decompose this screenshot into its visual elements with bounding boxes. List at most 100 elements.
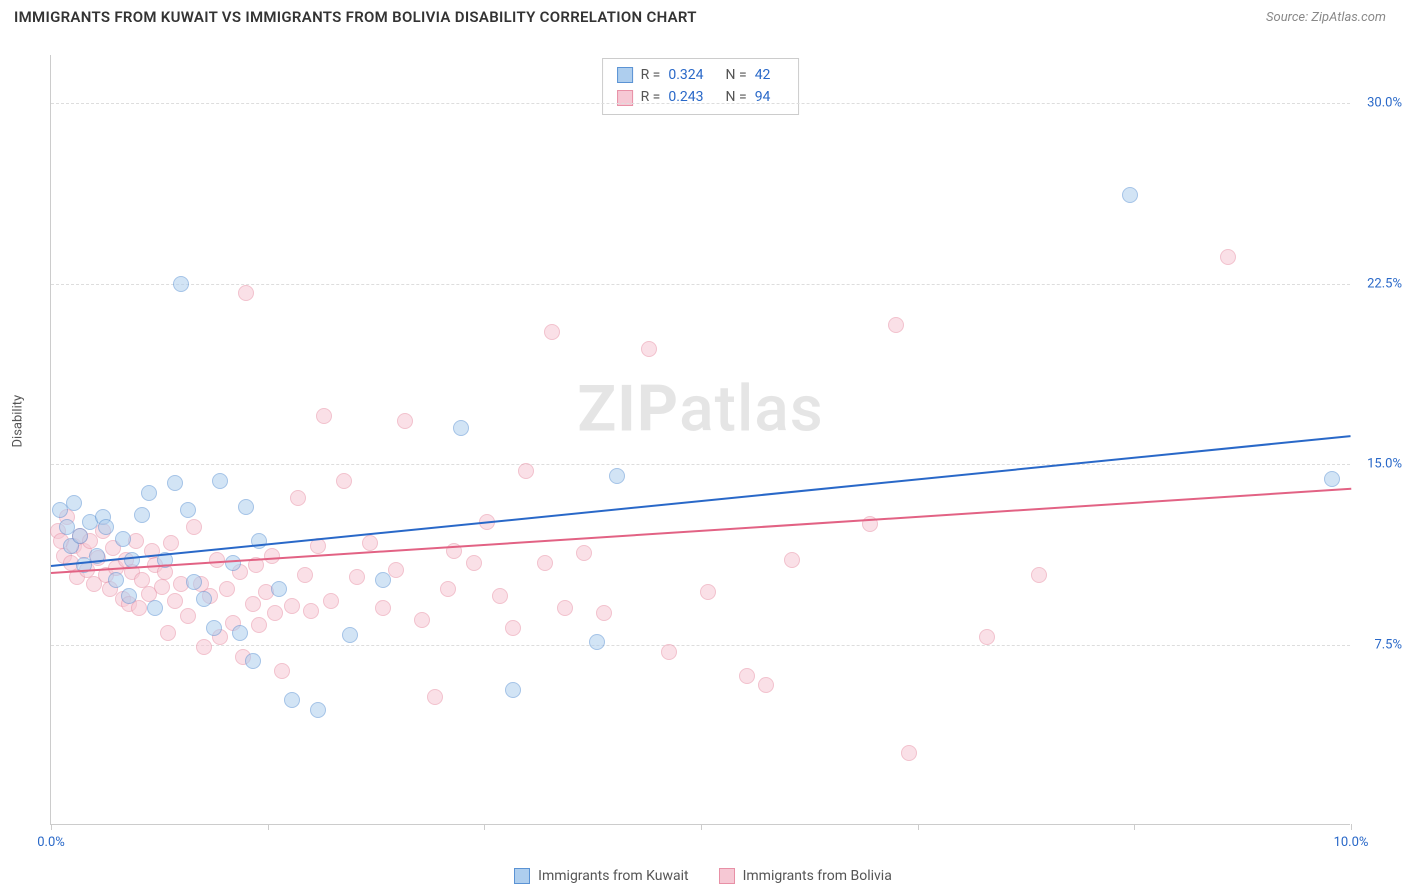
data-point-kuwait <box>212 473 228 489</box>
chart-title: IMMIGRANTS FROM KUWAIT VS IMMIGRANTS FRO… <box>14 8 697 26</box>
data-point-bolivia <box>537 555 553 571</box>
x-tick <box>268 824 269 830</box>
stats-legend-box: R = 0.324 N = 42 R = 0.243 N = 94 <box>602 58 800 115</box>
data-point-bolivia <box>466 555 482 571</box>
data-point-bolivia <box>1220 249 1236 265</box>
data-point-bolivia <box>576 545 592 561</box>
data-point-kuwait <box>167 475 183 491</box>
y-tick-label: 7.5% <box>1374 637 1402 652</box>
legend-label-kuwait: Immigrants from Kuwait <box>538 868 688 884</box>
data-point-bolivia <box>557 600 573 616</box>
data-point-kuwait <box>271 581 287 597</box>
data-point-kuwait <box>232 625 248 641</box>
data-point-kuwait <box>108 572 124 588</box>
data-point-bolivia <box>888 317 904 333</box>
data-point-bolivia <box>131 600 147 616</box>
data-point-kuwait <box>141 485 157 501</box>
legend-item-kuwait: Immigrants from Kuwait <box>514 868 688 884</box>
n-label: N = <box>726 64 747 86</box>
data-point-kuwait <box>453 420 469 436</box>
n-value-bolivia: 94 <box>755 86 771 108</box>
data-point-bolivia <box>375 600 391 616</box>
data-point-kuwait <box>310 702 326 718</box>
data-point-bolivia <box>180 608 196 624</box>
data-point-bolivia <box>284 598 300 614</box>
data-point-bolivia <box>167 593 183 609</box>
legend-label-bolivia: Immigrants from Bolivia <box>743 868 892 884</box>
r-value-kuwait: 0.324 <box>668 64 703 86</box>
data-point-bolivia <box>290 490 306 506</box>
data-point-bolivia <box>1031 567 1047 583</box>
r-label: R = <box>641 86 661 108</box>
data-point-bolivia <box>518 463 534 479</box>
data-point-bolivia <box>492 588 508 604</box>
data-point-kuwait <box>225 555 241 571</box>
y-tick-label: 15.0% <box>1367 457 1402 472</box>
data-point-kuwait <box>1324 471 1340 487</box>
n-label: N = <box>726 86 747 108</box>
title-bar: IMMIGRANTS FROM KUWAIT VS IMMIGRANTS FRO… <box>0 0 1406 32</box>
data-point-bolivia <box>979 629 995 645</box>
swatch-kuwait <box>617 67 633 83</box>
data-point-kuwait <box>121 588 137 604</box>
swatch-bolivia <box>719 868 735 884</box>
data-point-bolivia <box>427 689 443 705</box>
data-point-bolivia <box>661 644 677 660</box>
x-tick <box>484 824 485 830</box>
data-point-kuwait <box>238 499 254 515</box>
data-point-kuwait <box>173 276 189 292</box>
stats-row-bolivia: R = 0.243 N = 94 <box>617 86 785 108</box>
data-point-kuwait <box>505 682 521 698</box>
data-point-kuwait <box>66 495 82 511</box>
data-point-bolivia <box>336 473 352 489</box>
data-point-bolivia <box>267 605 283 621</box>
y-axis-title: Disability <box>11 395 26 448</box>
data-point-bolivia <box>297 567 313 583</box>
data-point-kuwait <box>186 574 202 590</box>
r-value-bolivia: 0.243 <box>668 86 703 108</box>
data-point-bolivia <box>163 535 179 551</box>
source-attribution: Source: ZipAtlas.com <box>1266 10 1386 25</box>
n-value-kuwait: 42 <box>755 64 771 86</box>
data-point-bolivia <box>414 612 430 628</box>
data-point-bolivia <box>641 341 657 357</box>
legend-item-bolivia: Immigrants from Bolivia <box>719 868 892 884</box>
x-tick <box>1134 824 1135 830</box>
data-point-bolivia <box>219 581 235 597</box>
r-label: R = <box>641 64 661 86</box>
x-tick <box>51 824 52 830</box>
data-point-bolivia <box>245 596 261 612</box>
data-point-bolivia <box>196 639 212 655</box>
data-point-bolivia <box>596 605 612 621</box>
scatter-chart: ZIPatlas R = 0.324 N = 42 R = 0.243 N = … <box>50 55 1350 825</box>
x-tick-label-left: 0.0% <box>37 835 65 850</box>
data-point-bolivia <box>901 745 917 761</box>
data-point-bolivia <box>323 593 339 609</box>
data-point-bolivia <box>274 663 290 679</box>
x-tick <box>1351 824 1352 830</box>
data-point-kuwait <box>375 572 391 588</box>
x-tick <box>701 824 702 830</box>
data-point-kuwait <box>180 502 196 518</box>
data-point-kuwait <box>609 468 625 484</box>
data-point-kuwait <box>134 507 150 523</box>
data-point-kuwait <box>245 653 261 669</box>
data-point-bolivia <box>316 408 332 424</box>
data-point-kuwait <box>98 519 114 535</box>
x-tick-label-right: 10.0% <box>1334 835 1369 850</box>
data-point-bolivia <box>758 677 774 693</box>
data-point-kuwait <box>72 528 88 544</box>
data-point-kuwait <box>284 692 300 708</box>
data-point-bolivia <box>186 519 202 535</box>
data-point-bolivia <box>349 569 365 585</box>
data-point-kuwait <box>342 627 358 643</box>
data-point-kuwait <box>147 600 163 616</box>
data-point-bolivia <box>251 617 267 633</box>
y-tick-label: 30.0% <box>1367 96 1402 111</box>
data-point-kuwait <box>589 634 605 650</box>
data-point-bolivia <box>303 603 319 619</box>
data-point-bolivia <box>505 620 521 636</box>
swatch-kuwait <box>514 868 530 884</box>
data-point-kuwait <box>196 591 212 607</box>
data-point-kuwait <box>115 531 131 547</box>
